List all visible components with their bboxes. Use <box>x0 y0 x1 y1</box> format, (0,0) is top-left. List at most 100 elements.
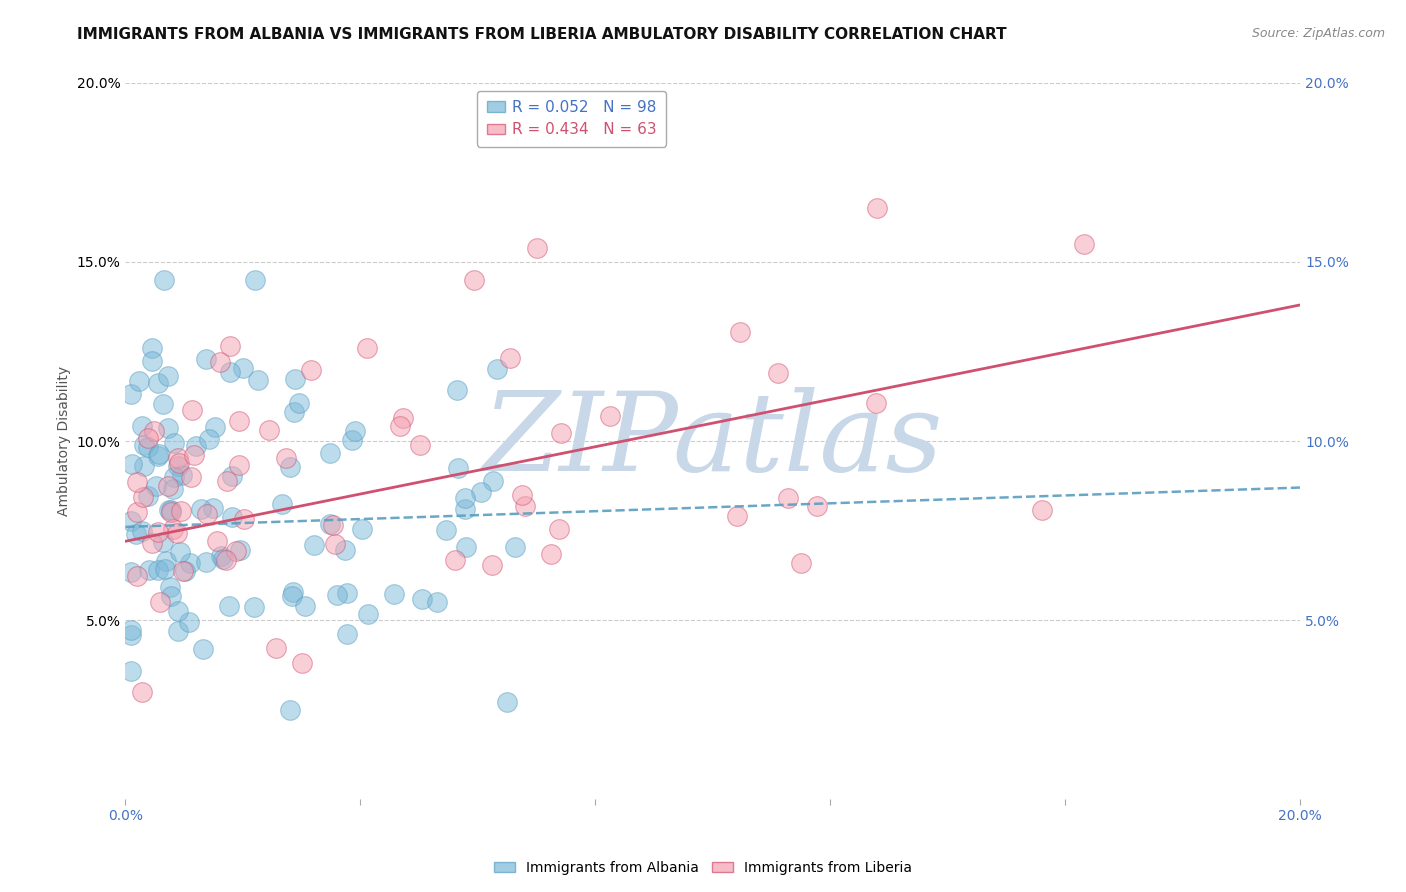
Point <box>446 383 468 397</box>
Point <box>229 542 252 557</box>
Point <box>270 497 292 511</box>
Point <box>218 599 240 613</box>
Point <box>1031 503 1053 517</box>
Point <box>201 500 224 515</box>
Point <box>156 421 179 435</box>
Point <box>181 403 204 417</box>
Point <box>463 273 485 287</box>
Point <box>247 373 270 387</box>
Text: ZIPatlas: ZIPatlas <box>482 387 943 495</box>
Point <box>120 514 142 528</box>
Point <box>287 396 309 410</box>
Point <box>212 552 235 566</box>
Point <box>326 588 349 602</box>
Point <box>131 524 153 538</box>
Point <box>209 549 232 563</box>
Legend: Immigrants from Albania, Immigrants from Liberia: Immigrants from Albania, Immigrants from… <box>488 855 918 880</box>
Point <box>174 564 197 578</box>
Point <box>148 447 170 461</box>
Point <box>186 439 208 453</box>
Point <box>388 419 411 434</box>
Point <box>120 628 142 642</box>
Point <box>243 273 266 287</box>
Point <box>356 342 378 356</box>
Point <box>153 561 176 575</box>
Point <box>865 395 887 409</box>
Point <box>132 490 155 504</box>
Point <box>136 441 159 455</box>
Point <box>195 351 218 366</box>
Point <box>217 475 239 489</box>
Point <box>170 504 193 518</box>
Point <box>128 374 150 388</box>
Point <box>120 386 142 401</box>
Point <box>166 458 188 473</box>
Point <box>143 424 166 438</box>
Point <box>319 446 342 460</box>
Point <box>411 592 433 607</box>
Point <box>333 542 356 557</box>
Point <box>152 535 174 549</box>
Point <box>350 522 373 536</box>
Point <box>550 426 572 441</box>
Point <box>340 433 363 447</box>
Point <box>207 533 229 548</box>
Point <box>166 526 188 541</box>
Point <box>299 363 322 377</box>
Point <box>157 503 180 517</box>
Point <box>513 499 536 513</box>
Point <box>384 587 406 601</box>
Point <box>278 459 301 474</box>
Point <box>778 491 800 505</box>
Point <box>180 470 202 484</box>
Point <box>281 585 304 599</box>
Point <box>134 438 156 452</box>
Point <box>127 475 149 490</box>
Point <box>510 488 533 502</box>
Point <box>148 449 170 463</box>
Point <box>194 555 217 569</box>
Point <box>121 458 143 472</box>
Point <box>1073 236 1095 251</box>
Point <box>120 623 142 637</box>
Point <box>496 695 519 709</box>
Point <box>169 545 191 559</box>
Point <box>599 409 621 423</box>
Point <box>160 589 183 603</box>
Point <box>276 451 298 466</box>
Point <box>540 547 562 561</box>
Point <box>131 419 153 434</box>
Point <box>163 469 186 483</box>
Point <box>152 397 174 411</box>
Point <box>221 509 243 524</box>
Point <box>159 580 181 594</box>
Legend: R = 0.052   N = 98, R = 0.434   N = 63: R = 0.052 N = 98, R = 0.434 N = 63 <box>478 91 666 146</box>
Point <box>526 241 548 255</box>
Point <box>221 468 243 483</box>
Point <box>806 499 828 513</box>
Point <box>319 516 342 531</box>
Point <box>409 438 432 452</box>
Point <box>257 423 280 437</box>
Point <box>485 362 508 376</box>
Point <box>291 656 314 670</box>
Point <box>426 595 449 609</box>
Point <box>219 339 242 353</box>
Point <box>120 565 142 579</box>
Point <box>124 527 146 541</box>
Point <box>138 563 160 577</box>
Point <box>323 537 346 551</box>
Point <box>503 540 526 554</box>
Point <box>120 664 142 678</box>
Point <box>470 485 492 500</box>
Point <box>225 544 247 558</box>
Point <box>166 624 188 638</box>
Point <box>159 505 181 519</box>
Point <box>136 431 159 445</box>
Point <box>302 538 325 552</box>
Point <box>179 556 201 570</box>
Point <box>145 479 167 493</box>
Point <box>344 425 367 439</box>
Point <box>335 586 357 600</box>
Point <box>195 508 218 522</box>
